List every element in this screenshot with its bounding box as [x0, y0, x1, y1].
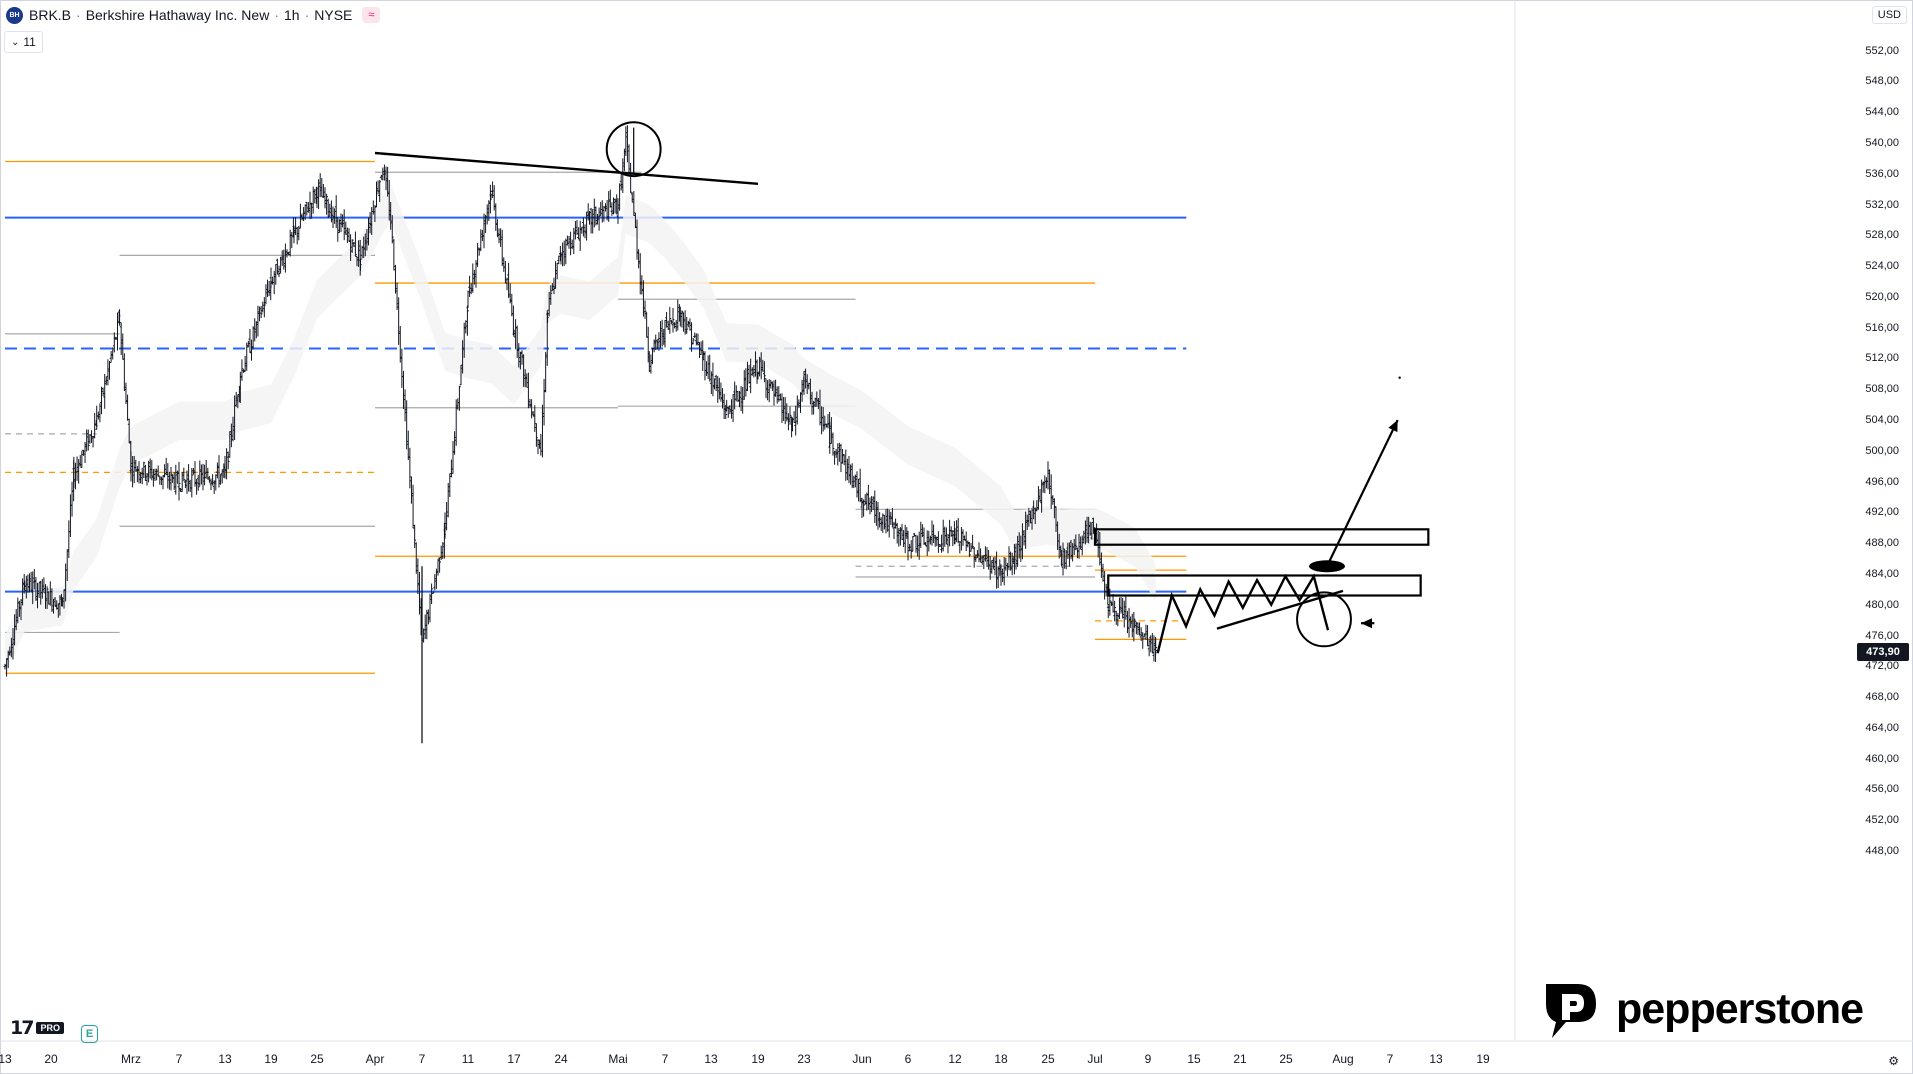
y-tick-label: 448,00 [1865, 845, 1899, 857]
tradingview-logo[interactable]: 17 PRO [10, 1017, 64, 1039]
x-tick-label: Jul [1087, 1052, 1103, 1066]
y-tick-label: 500,00 [1865, 444, 1899, 457]
x-tick-label: 20 [44, 1052, 58, 1066]
pepperstone-wordmark: pepperstone [1616, 984, 1864, 1033]
separator: · [274, 7, 279, 23]
realtime-badge-icon[interactable]: ≈ [362, 7, 381, 23]
y-tick-label: 540,00 [1865, 137, 1899, 149]
symbol-header[interactable]: BH BRK.B · Berkshire Hathaway Inc. New ·… [6, 5, 381, 25]
y-tick-label: 476,00 [1865, 629, 1899, 642]
x-tick-label: 25 [1279, 1052, 1293, 1066]
x-tick-label: Mrz [121, 1052, 141, 1066]
exchange-label: NYSE [314, 7, 353, 23]
y-tick-label: 472,00 [1865, 660, 1899, 673]
x-tick-label: 11 [461, 1052, 475, 1066]
candles-layer [3, 125, 1158, 744]
y-tick-label: 480,00 [1865, 598, 1899, 611]
x-tick-label: Mai [608, 1052, 628, 1066]
currency-selector[interactable]: USD [1871, 6, 1907, 24]
pro-badge: PRO [36, 1022, 64, 1034]
pepperstone-logo: pepperstone [1538, 976, 1864, 1042]
x-tick-label: 18 [994, 1052, 1008, 1066]
x-tick-label: 19 [751, 1052, 765, 1066]
y-tick-label: 528,00 [1865, 229, 1899, 242]
y-tick-label: 468,00 [1865, 691, 1899, 704]
x-tick-label: 13 [218, 1052, 232, 1066]
ma-band-fill [5, 183, 1156, 674]
settings-gear-icon[interactable]: ⚙ [1888, 1054, 1899, 1068]
x-tick-label: 7 [175, 1052, 183, 1066]
indicators-toggle[interactable]: ⌄ 11 [4, 31, 43, 53]
symbol-name: Berkshire Hathaway Inc. New [85, 7, 270, 23]
x-tick-label: 7 [418, 1052, 426, 1066]
x-tick-label: 13 [704, 1052, 718, 1066]
y-tick-label: 520,00 [1865, 290, 1899, 303]
x-tick-label: 9 [1144, 1052, 1152, 1066]
y-tick-label: 456,00 [1865, 783, 1899, 796]
x-tick-label: 17 [507, 1052, 521, 1066]
y-tick-label: 532,00 [1865, 198, 1899, 211]
trendline [1216, 589, 1344, 630]
separator: · [76, 7, 81, 23]
arrow-head [1388, 420, 1398, 433]
y-tick-label: 512,00 [1865, 352, 1899, 365]
y-tick-label: 496,00 [1865, 475, 1899, 488]
x-tick-label: 19 [1476, 1052, 1490, 1066]
arrow-head [1361, 618, 1372, 629]
y-tick-label: 516,00 [1865, 321, 1899, 334]
y-tick-label: 492,00 [1865, 506, 1899, 519]
resistance-zone-box [1093, 528, 1430, 546]
x-tick-label: 7 [1386, 1052, 1394, 1066]
trendline [374, 151, 759, 185]
pepperstone-mark-icon [1546, 984, 1596, 1038]
grid-layer [0, 0, 1913, 1042]
x-tick-label: Jun [852, 1052, 872, 1066]
chevron-down-icon: ⌄ [11, 36, 20, 48]
zigzag-projection [1156, 573, 1330, 654]
x-tick-label: Aug [1332, 1052, 1354, 1066]
arrow-shaft [1326, 419, 1399, 567]
stray-dot [1398, 376, 1401, 379]
x-tick-label: 6 [904, 1052, 912, 1066]
earnings-icon[interactable]: E [81, 1025, 98, 1043]
symbol-logo-icon: BH [6, 6, 23, 24]
y-tick-label: 488,00 [1865, 537, 1899, 550]
indicator-count: 11 [23, 35, 36, 49]
x-tick-label: Apr [365, 1052, 385, 1066]
y-tick-label: 504,00 [1865, 414, 1899, 427]
tradingview-mark: 17 [10, 1017, 34, 1039]
y-tick-label: 452,00 [1865, 814, 1899, 827]
x-tick-label: 25 [1041, 1052, 1055, 1066]
x-tick-label: 19 [264, 1052, 278, 1066]
y-tick-label: 544,00 [1865, 106, 1899, 119]
x-tick-label: 13 [1429, 1052, 1443, 1066]
y-tick-label: 524,00 [1865, 260, 1899, 273]
y-tick-label: 548,00 [1865, 75, 1899, 88]
highlight-circle [1296, 591, 1352, 648]
x-tick-label: 12 [948, 1052, 962, 1066]
y-tick-label: 484,00 [1865, 567, 1899, 580]
y-tick-label: 536,00 [1865, 167, 1899, 180]
annotations-layer [374, 121, 1430, 654]
y-tick-label: 508,00 [1865, 383, 1899, 396]
resistance-zone-box [1107, 574, 1422, 597]
last-price-label: 473,90 [1857, 642, 1909, 661]
symbol-ticker[interactable]: BRK.B [29, 7, 72, 23]
moving-average-band [5, 183, 1156, 674]
x-tick-label: 23 [797, 1052, 811, 1066]
y-tick-label: 464,00 [1865, 721, 1899, 734]
x-tick-label: 7 [661, 1052, 669, 1066]
y-tick-label: 460,00 [1865, 752, 1899, 765]
x-tick-label: 13 [0, 1052, 12, 1066]
x-tick-label: 15 [1187, 1052, 1201, 1066]
x-tick-label: 21 [1233, 1052, 1247, 1066]
x-tick-label: 24 [554, 1052, 568, 1066]
separator: · [304, 7, 310, 23]
x-tick-label: 25 [310, 1052, 324, 1066]
y-tick-label: 552,00 [1865, 44, 1899, 57]
interval-label[interactable]: 1h [284, 7, 300, 23]
highlight-circle [605, 121, 662, 178]
